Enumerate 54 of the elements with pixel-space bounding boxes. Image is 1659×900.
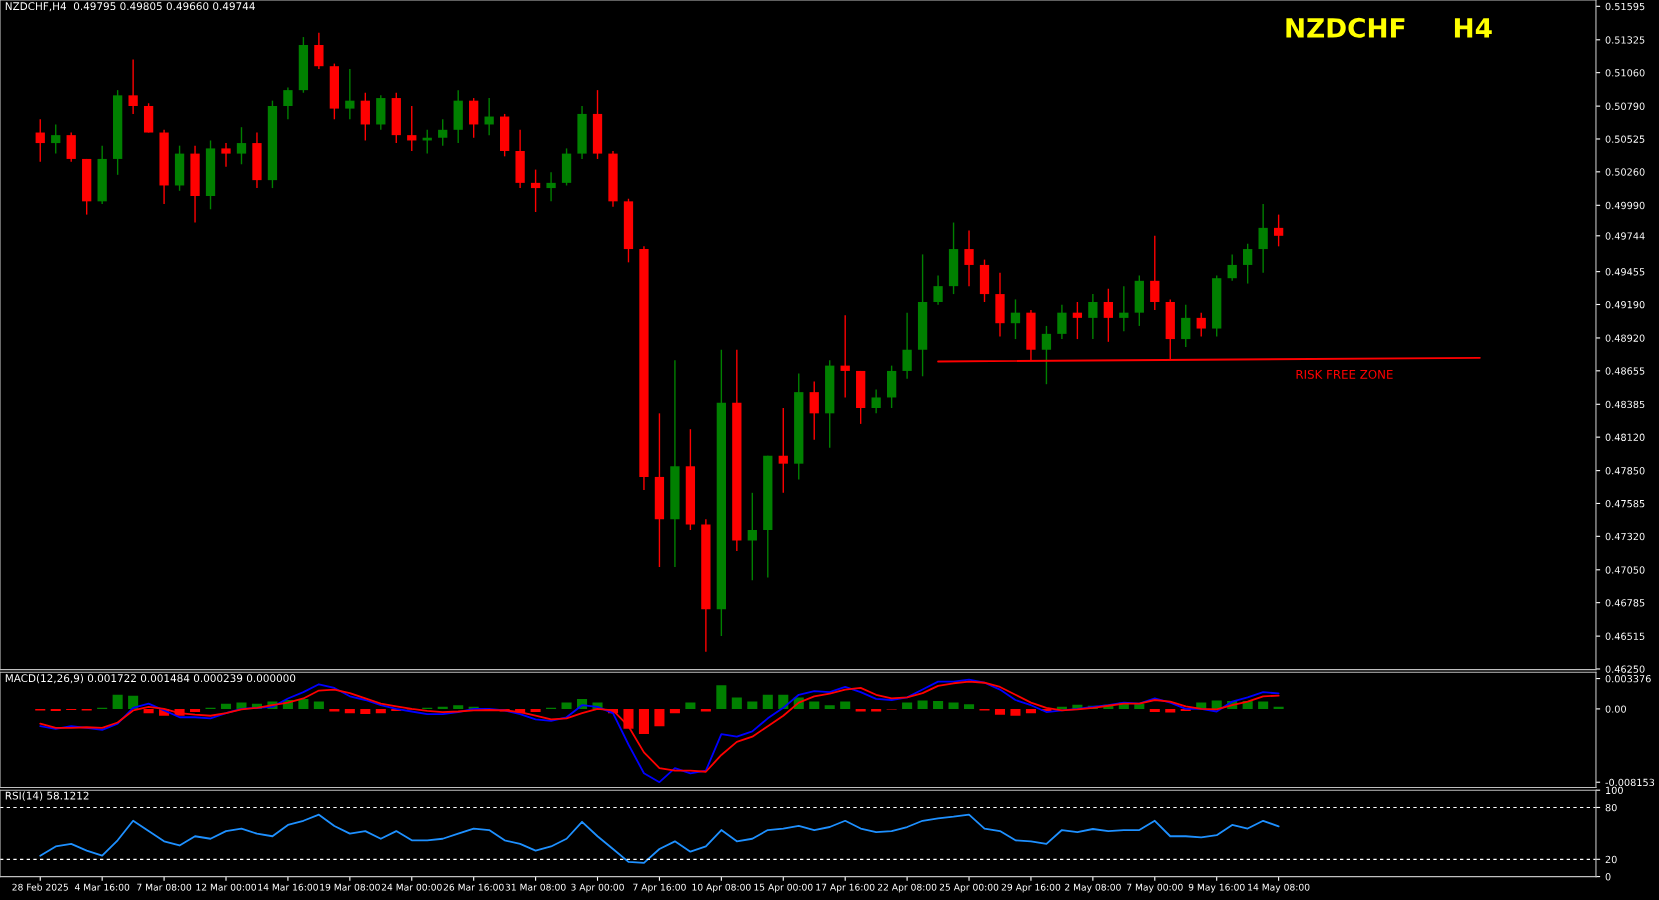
y-tick-label: 0.49744: [1605, 232, 1645, 240]
x-tick-label: 12 Mar 00:00: [196, 883, 256, 891]
x-tick-label: 14 Mar 16:00: [258, 883, 318, 891]
y-tick-label: 0.48655: [1605, 367, 1645, 375]
x-tick-label: 31 Mar 08:00: [505, 883, 566, 891]
x-tick-label: 4 Mar 16:00: [74, 883, 130, 891]
x-tick-label: 7 May 00:00: [1127, 883, 1183, 893]
x-tick-label: 26 Mar 16:00: [443, 883, 504, 891]
x-tick-label: 17 Apr 16:00: [816, 883, 875, 893]
y-tick-label: 0.48920: [1605, 334, 1645, 342]
y-tick-label: 0.50260: [1605, 168, 1645, 176]
x-tick-label: 7 Apr 16:00: [633, 883, 686, 893]
text: NZDCHF H4: [1286, 17, 1492, 38]
chart-title: MACD(12,26,9) 0.001722 0.001484 0.000239 0.000000: [5, 674, 296, 684]
chart-subtitle: NZDCHF,H4 0.49795 0.49805 0.49660 0.49744: [5, 2, 255, 12]
y-tick-label: 0.51595: [1605, 2, 1645, 11]
y-tick-label: 0.47320: [1605, 532, 1645, 541]
y-tick-label: 80: [1605, 803, 1617, 812]
y-tick-label: 0.49990: [1605, 201, 1645, 210]
x-tick-label: 22 Apr 08:00: [877, 883, 937, 893]
y-tick-label: 0.47050: [1605, 566, 1645, 574]
y-tick-label: 0.51325: [1605, 36, 1645, 44]
x-tick-label: 7 Mar 08:00: [137, 883, 192, 891]
x-tick-label: 24 Mar 00:00: [381, 883, 442, 891]
y-tick-label: 0.47585: [1605, 499, 1645, 508]
y-tick-label: 100: [1606, 786, 1623, 795]
y-tick-label: 0.003376: [1605, 675, 1651, 683]
x-tick-label: 9 May 16:00: [1188, 883, 1245, 893]
y-tick-label: 0.50525: [1605, 135, 1645, 143]
x-tick-label: 29 Apr 16:00: [1001, 883, 1061, 893]
x-tick-label: 28 Feb 2025: [12, 883, 68, 891]
y-tick-label: -0.008153: [1605, 778, 1655, 787]
y-tick-label: 20: [1605, 855, 1617, 864]
y-tick-label: 0.51060: [1605, 69, 1645, 77]
y-tick-label: 0.00: [1605, 705, 1626, 713]
y-tick-label: 0.48120: [1605, 433, 1645, 441]
x-tick-label: 10 Apr 08:00: [692, 883, 751, 893]
y-tick-label: 0.47850: [1605, 467, 1645, 475]
y-tick-label: 0.46515: [1605, 632, 1645, 640]
y-tick-label: 0: [1605, 873, 1611, 881]
y-tick-label: 0.49190: [1605, 300, 1645, 309]
y-tick-label: 0.50790: [1605, 102, 1645, 110]
x-tick-label: 25 Apr 00:00: [939, 883, 999, 893]
y-tick-label: 0.46250: [1605, 665, 1645, 673]
chart-title: RSI(14) 58.1212: [5, 791, 89, 801]
x-tick-label: 2 May 08:00: [1065, 883, 1121, 893]
x-tick-label: 19 Mar 08:00: [320, 883, 380, 891]
x-tick-label: 14 May 08:00: [1248, 883, 1310, 893]
y-tick-label: 0.49455: [1605, 268, 1645, 276]
x-tick-label: 3 Apr 00:00: [571, 883, 624, 893]
series-label: RISK FREE ZONE: [1296, 369, 1393, 379]
y-tick-label: 0.46785: [1605, 599, 1645, 607]
x-tick-label: 15 Apr 00:00: [754, 883, 813, 893]
y-tick-label: 0.48385: [1605, 400, 1645, 409]
